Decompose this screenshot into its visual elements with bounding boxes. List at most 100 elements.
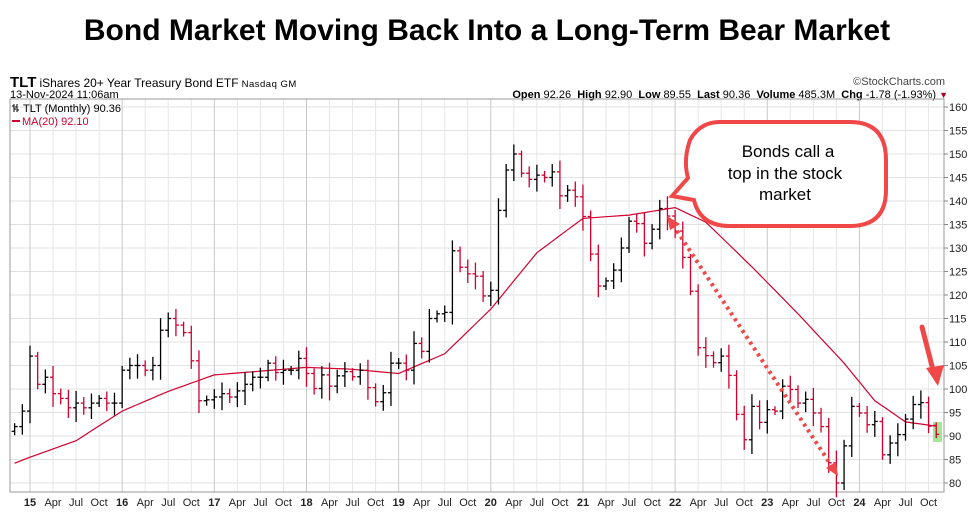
ohlc-bar [464, 259, 471, 283]
ohlc-bar [295, 350, 302, 380]
down-triangle-icon: ▼ [939, 90, 948, 100]
ohlc-bar [887, 435, 894, 464]
x-tick-label: Apr [782, 497, 799, 509]
last-bar-highlight [933, 422, 942, 442]
ohlc-bar [326, 362, 333, 401]
ohlc-bar [441, 305, 448, 322]
ohlc-bar [579, 184, 586, 231]
ohlc-bar [395, 358, 402, 370]
ohlc-bar [902, 413, 909, 441]
x-tick-label: Apr [321, 497, 338, 509]
ohlc-bar [756, 400, 763, 430]
arrowhead-down-icon [826, 462, 838, 476]
ohlc-bar [864, 406, 871, 433]
ohlc-bar [19, 404, 26, 435]
dotted-trend-arrow [667, 216, 838, 476]
ohlc-bar [526, 166, 533, 188]
x-tick-label: Jul [253, 497, 267, 509]
ohlc-bar [856, 403, 863, 417]
low-value: 89.55 [663, 89, 691, 101]
ohlc-bar [810, 388, 817, 427]
ohlc-bar [741, 405, 748, 450]
y-tick-label: 150 [949, 149, 967, 161]
x-tick-label: Oct [183, 497, 200, 509]
ohlc-bar [119, 365, 126, 409]
ohlc-bar [610, 263, 617, 289]
ohlc-bar [280, 359, 287, 385]
y-tick-label: 135 [949, 220, 967, 232]
ohlc-bar [603, 277, 609, 291]
ohlc-bar [219, 382, 225, 411]
ohlc-bar [764, 400, 771, 434]
x-tick-label: Oct [551, 497, 568, 509]
y-axis: 80 85 90 95 100 105 110 115 120 125 130 135 140 145 15… [944, 102, 967, 490]
y-tick-label: 160 [949, 102, 967, 114]
ohlc-bar [933, 422, 940, 439]
ohlc-bar [126, 357, 133, 380]
ohlc-bar [234, 382, 241, 408]
copyright: ©StockCharts.com [853, 76, 945, 88]
ohlc-bar [65, 389, 72, 418]
y-tick-label: 90 [949, 431, 961, 443]
ohlc-bar [748, 394, 755, 454]
ohlc-bar [318, 366, 325, 399]
ohlc-bar [11, 423, 18, 436]
ohlc-bar [134, 354, 141, 379]
ohlc-bar [57, 388, 64, 405]
x-tick-label: Apr [44, 497, 61, 509]
symbol-header: TLT iShares 20+ Year Treasury Bond ETF N… [10, 74, 297, 91]
ohlc-bar [111, 392, 118, 416]
x-tick-label: Apr [137, 497, 154, 509]
y-tick-label: 120 [949, 290, 967, 302]
last-value: 90.36 [722, 89, 751, 101]
ohlc-bars [11, 144, 940, 498]
ohlc-bar [910, 395, 917, 430]
x-tick-label: 16 [116, 497, 128, 509]
ohlc-bar [334, 369, 341, 394]
ohlc-bar [88, 393, 95, 419]
ohlc-bar [825, 417, 832, 473]
ohlc-bar [587, 210, 594, 262]
ohlc-bar [795, 385, 801, 409]
ohlc-bar [687, 254, 694, 296]
ohlc-bar [288, 365, 295, 376]
high-value: 92.90 [604, 89, 633, 101]
ohlc-bar [242, 372, 249, 406]
y-tick-label: 105 [949, 361, 967, 373]
ohlc-bar [733, 370, 740, 421]
ohlc-bar [510, 144, 517, 182]
chg-value: -1.78 (-1.93%) [865, 89, 937, 101]
ohlc-bar [80, 397, 87, 415]
y-tick-label: 155 [949, 126, 967, 138]
ohlc-bar [595, 244, 602, 298]
x-tick-label: Oct [275, 497, 292, 509]
legend: TLT (Monthly) 90.36 MA(20) 92.10 [12, 103, 121, 128]
x-tick-label: Oct [91, 497, 108, 509]
ohlc-bar [518, 150, 525, 178]
y-tick-label: 100 [949, 384, 967, 396]
x-tick-label: Oct [367, 497, 384, 509]
x-tick-label: Apr [690, 497, 707, 509]
ohlc-bar [180, 321, 187, 337]
x-tick-label: 15 [24, 497, 36, 509]
x-tick-label: Jul [898, 497, 912, 509]
pointer-arrow-line [919, 324, 936, 373]
y-tick-label: 145 [949, 173, 967, 185]
ohlc-bar [387, 351, 394, 406]
ohlc-bar [188, 325, 195, 369]
ohlc-bar [695, 284, 702, 356]
ohlc-bar [787, 375, 794, 402]
ohlc-bar [211, 389, 218, 409]
x-tick-label: Apr [229, 497, 246, 509]
ohlc-bar [418, 337, 425, 359]
x-tick-label: 21 [577, 497, 589, 509]
ohlc-bar [564, 185, 571, 202]
ohlc-bar [649, 224, 656, 250]
ohlc-bar [303, 347, 310, 387]
ohlc-bar [679, 221, 686, 269]
chart-date: 13-Nov-2024 11:06am [10, 89, 119, 101]
ohlc-bar [50, 365, 57, 407]
ohlc-bar [618, 237, 625, 283]
ohlc-bar [871, 410, 878, 437]
